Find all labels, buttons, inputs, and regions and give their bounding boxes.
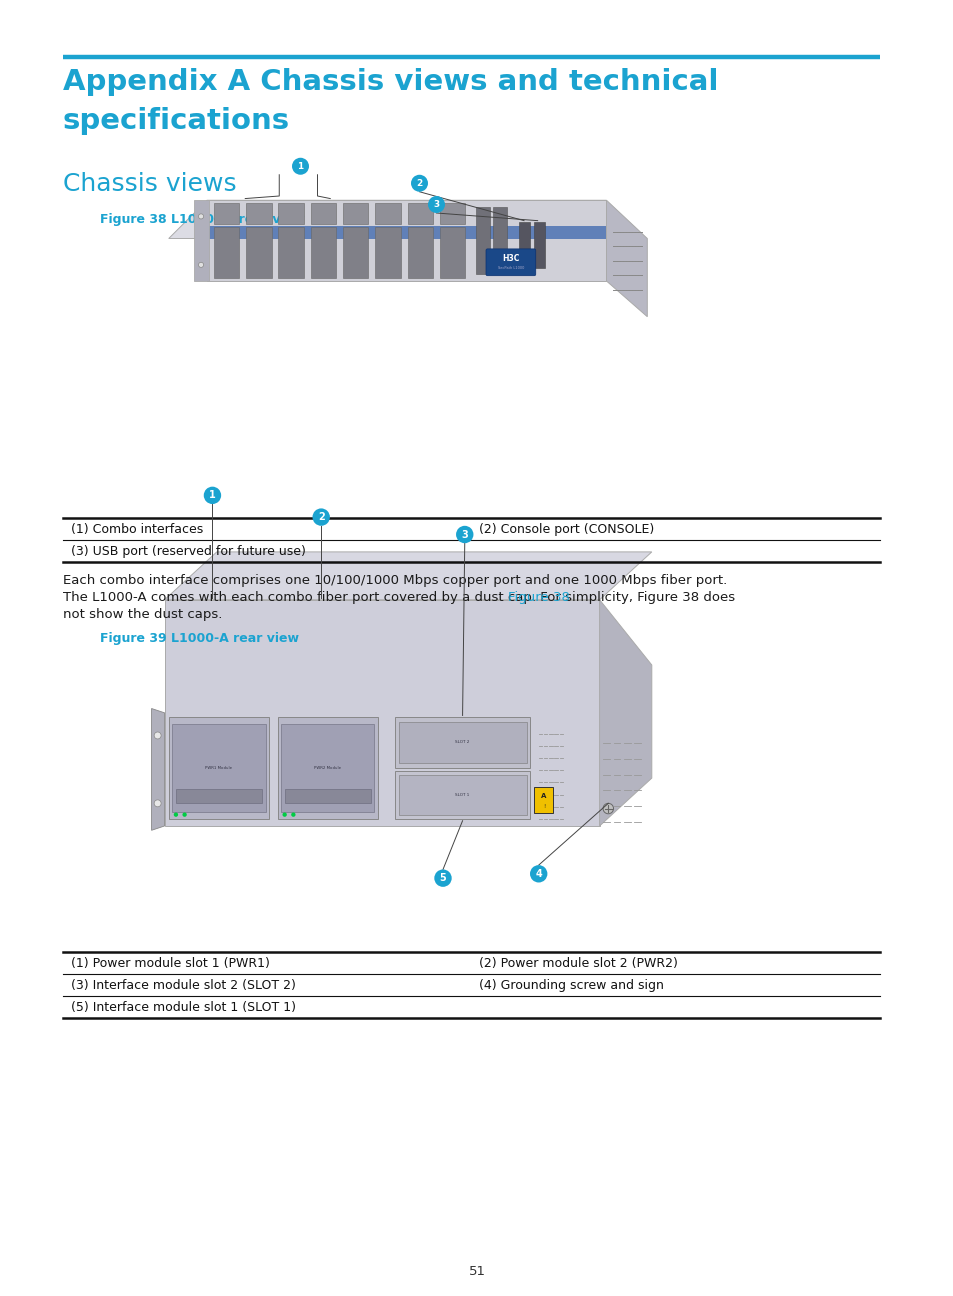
Polygon shape (165, 600, 599, 826)
Polygon shape (311, 227, 335, 279)
Polygon shape (281, 724, 374, 813)
Polygon shape (398, 722, 526, 763)
Circle shape (204, 487, 221, 504)
Text: PWR2 Module: PWR2 Module (314, 766, 341, 770)
Polygon shape (246, 202, 272, 224)
Polygon shape (343, 227, 368, 279)
Text: (5) Interface module slot 1 (SLOT 1): (5) Interface module slot 1 (SLOT 1) (71, 1001, 295, 1013)
Circle shape (198, 214, 203, 219)
Text: 3: 3 (433, 200, 439, 209)
Polygon shape (311, 202, 335, 224)
Polygon shape (395, 717, 530, 767)
Polygon shape (534, 222, 545, 268)
Polygon shape (343, 202, 368, 224)
Polygon shape (439, 227, 465, 279)
Circle shape (173, 813, 178, 816)
Polygon shape (606, 201, 647, 316)
Text: Figure 39 L1000-A rear view: Figure 39 L1000-A rear view (100, 632, 298, 645)
Text: 3: 3 (461, 530, 468, 539)
Text: 1: 1 (209, 490, 215, 500)
Text: Figure 38: Figure 38 (508, 591, 570, 604)
Text: Appendix A Chassis views and technical: Appendix A Chassis views and technical (63, 67, 718, 96)
Text: SLOT 1: SLOT 1 (455, 793, 469, 797)
Circle shape (456, 526, 473, 543)
Circle shape (198, 262, 203, 267)
Text: The L1000-A comes with each combo fiber port covered by a dust cap. For simplici: The L1000-A comes with each combo fiber … (63, 591, 735, 604)
Text: H3C: H3C (501, 254, 519, 263)
Text: (3) Interface module slot 2 (SLOT 2): (3) Interface module slot 2 (SLOT 2) (71, 978, 295, 991)
Polygon shape (194, 201, 209, 281)
Polygon shape (169, 717, 269, 819)
Circle shape (282, 813, 287, 816)
Text: (3) USB port (reserved for future use): (3) USB port (reserved for future use) (71, 544, 306, 557)
FancyBboxPatch shape (485, 249, 536, 276)
Polygon shape (375, 227, 400, 279)
Polygon shape (175, 788, 262, 804)
Polygon shape (278, 227, 304, 279)
Polygon shape (277, 717, 377, 819)
Polygon shape (534, 787, 553, 813)
Text: 2: 2 (317, 512, 324, 522)
Text: 4: 4 (535, 868, 541, 879)
Polygon shape (407, 227, 433, 279)
Polygon shape (213, 202, 239, 224)
Polygon shape (395, 771, 530, 819)
Text: 5: 5 (439, 874, 446, 883)
Text: (1) Power module slot 1 (PWR1): (1) Power module slot 1 (PWR1) (71, 956, 270, 969)
Circle shape (154, 732, 161, 739)
Text: SecPath L1000: SecPath L1000 (497, 266, 523, 271)
Polygon shape (476, 207, 490, 275)
Circle shape (411, 175, 428, 192)
Text: A: A (540, 793, 546, 798)
Polygon shape (246, 227, 272, 279)
Polygon shape (518, 222, 530, 268)
Text: Each combo interface comprises one 10/100/1000 Mbps copper port and one 1000 Mbp: Each combo interface comprises one 10/10… (63, 574, 726, 587)
Polygon shape (284, 788, 371, 804)
Text: 1: 1 (297, 162, 303, 171)
Circle shape (182, 813, 187, 816)
Text: !: ! (542, 804, 544, 809)
Circle shape (428, 196, 444, 213)
Polygon shape (599, 600, 651, 826)
Polygon shape (169, 201, 606, 238)
Text: specifications: specifications (63, 108, 290, 135)
Circle shape (530, 866, 547, 883)
Polygon shape (207, 201, 606, 281)
Text: Chassis views: Chassis views (63, 172, 236, 196)
Circle shape (292, 158, 309, 175)
Polygon shape (375, 202, 400, 224)
Polygon shape (439, 202, 465, 224)
Polygon shape (213, 227, 239, 279)
Polygon shape (407, 202, 433, 224)
Circle shape (313, 508, 330, 526)
Circle shape (434, 870, 451, 886)
Polygon shape (398, 775, 526, 815)
Polygon shape (152, 709, 165, 831)
Text: 51: 51 (468, 1265, 485, 1278)
Text: (4) Grounding screw and sign: (4) Grounding screw and sign (478, 978, 663, 991)
Text: 2: 2 (416, 179, 422, 188)
Circle shape (291, 813, 295, 816)
Text: SLOT 2: SLOT 2 (455, 740, 469, 744)
Circle shape (154, 800, 161, 807)
Circle shape (602, 804, 613, 814)
Polygon shape (207, 226, 606, 238)
Text: Figure 38 L1000-A front view: Figure 38 L1000-A front view (100, 213, 304, 226)
Text: (2) Power module slot 2 (PWR2): (2) Power module slot 2 (PWR2) (478, 956, 678, 969)
Text: (2) Console port (CONSOLE): (2) Console port (CONSOLE) (478, 522, 654, 535)
Text: (1) Combo interfaces: (1) Combo interfaces (71, 522, 203, 535)
Text: PWR1 Module: PWR1 Module (205, 766, 233, 770)
Polygon shape (165, 552, 651, 600)
Polygon shape (278, 202, 304, 224)
Text: not show the dust caps.: not show the dust caps. (63, 608, 222, 621)
Polygon shape (172, 724, 265, 813)
Polygon shape (493, 207, 506, 275)
